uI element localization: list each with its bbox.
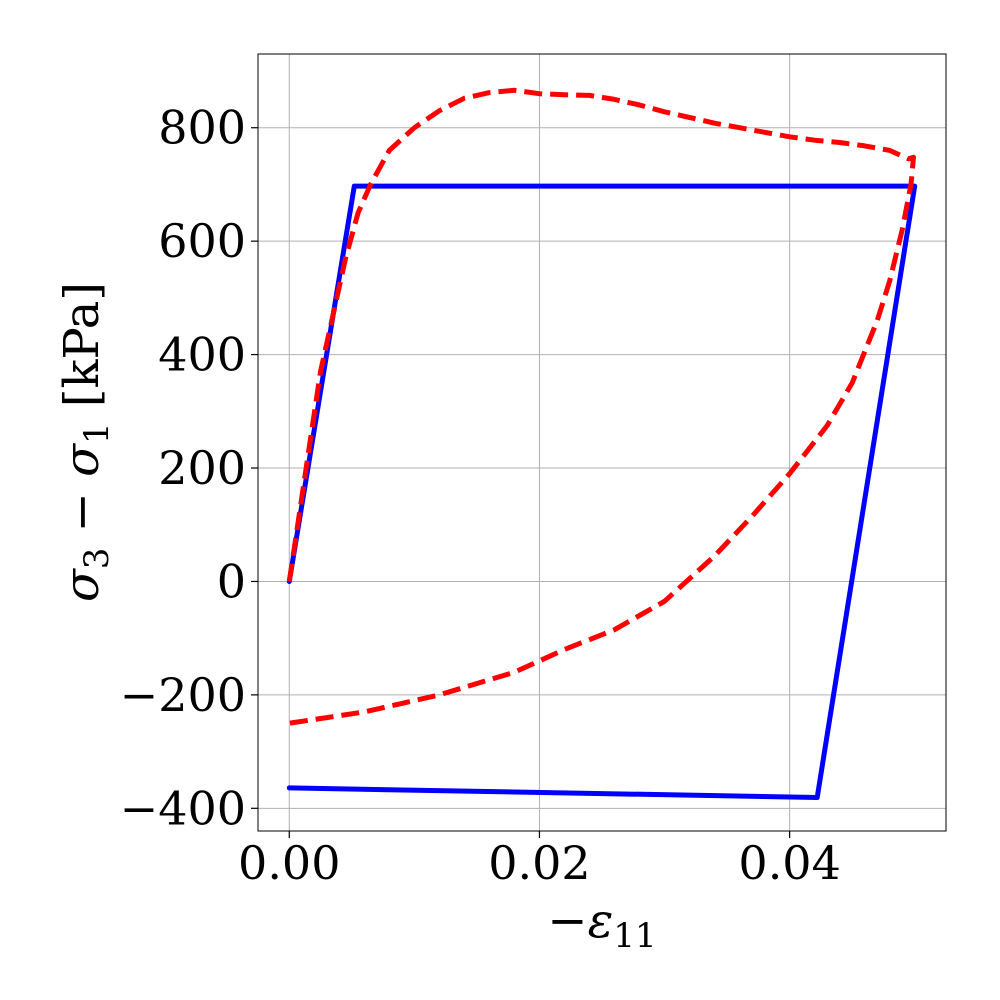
y-tick-label: 800 <box>158 101 246 155</box>
series-dashed-line <box>286 87 916 726</box>
x-tick-label: 0.00 <box>238 836 340 890</box>
series-layer <box>286 87 918 800</box>
x-tick-label: 0.04 <box>738 836 840 890</box>
y-axis-label: σ3 − σ1 [kPa] <box>54 282 117 602</box>
tick-layer: 0.00 0.02 0.04 −400 −200 0 200 400 600 800 <box>120 101 841 890</box>
grid-layer <box>258 54 946 831</box>
x-axis-label: −ε11 <box>547 893 656 956</box>
y-tick-label: 0 <box>217 554 246 608</box>
x-tick-label: 0.02 <box>488 836 590 890</box>
y-tick-label: −200 <box>120 668 246 722</box>
y-tick-label: 400 <box>158 328 246 382</box>
plot-frame <box>257 53 947 832</box>
y-tick-label: 200 <box>158 441 246 495</box>
y-tick-label: 600 <box>158 214 246 268</box>
y-tick-label: −400 <box>120 781 246 835</box>
